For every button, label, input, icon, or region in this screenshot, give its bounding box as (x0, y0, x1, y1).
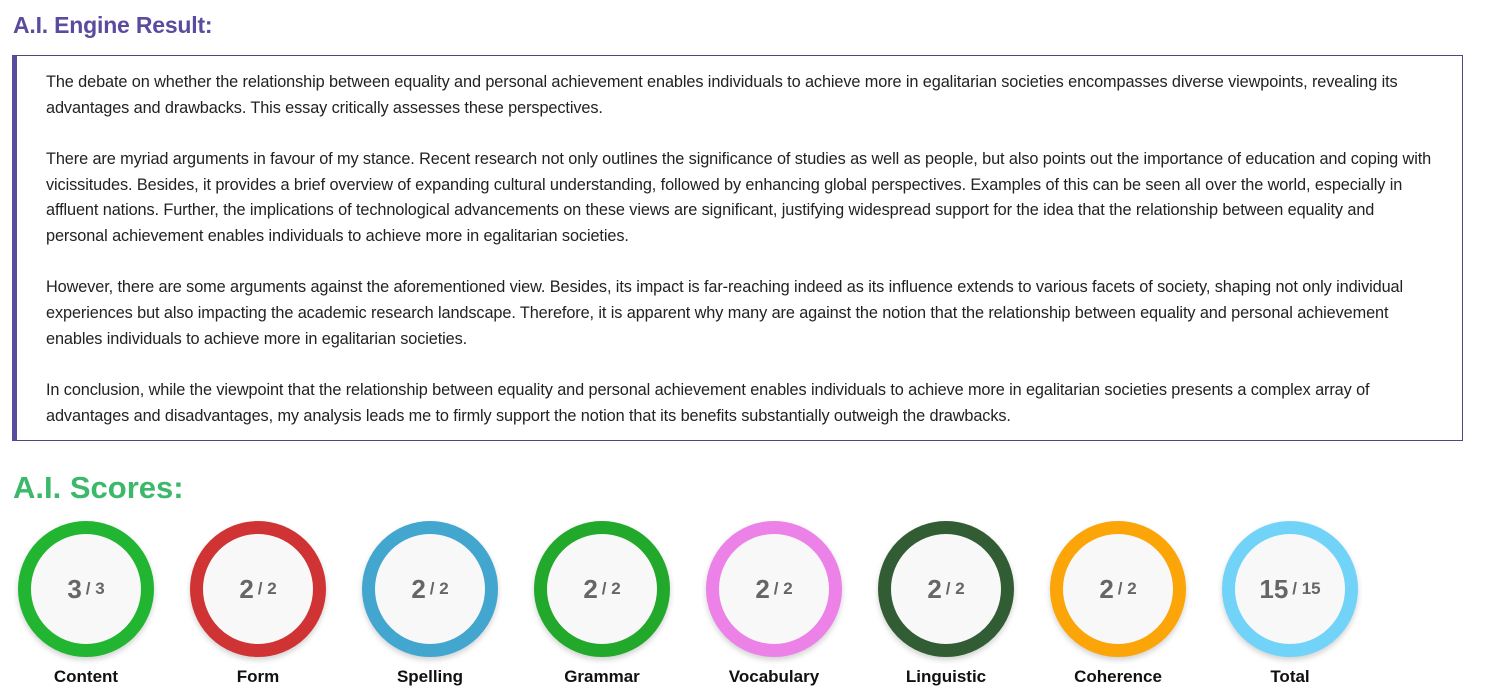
score-coherence: 2/ 2 Coherence (1050, 521, 1186, 687)
score-form: 2/ 2 Form (190, 521, 326, 687)
score-value: 15 (1259, 573, 1289, 604)
score-value: 2 (411, 573, 426, 604)
essay-paragraph: However, there are some arguments agains… (46, 278, 1404, 348)
score-linguistic: 2/ 2 Linguistic (878, 521, 1014, 687)
engine-result-heading: A.I. Engine Result: (13, 12, 213, 38)
score-label: Linguistic (905, 667, 987, 686)
score-value: 2 (755, 573, 770, 604)
score-label: Content (53, 667, 119, 686)
score-value: 2 (583, 573, 598, 604)
score-value: 3 (67, 573, 82, 604)
score-ring: 2/ 2 (1050, 521, 1186, 657)
score-label: Grammar (564, 667, 640, 686)
score-max: / 3 (85, 579, 105, 598)
score-grammar: 2/ 2 Grammar (534, 521, 670, 687)
essay-paragraph: There are myriad arguments in favour of … (46, 149, 1432, 246)
score-max: / 2 (945, 579, 965, 598)
score-max: / 2 (773, 579, 793, 598)
score-value: 2 (1099, 573, 1114, 604)
score-ring: 2/ 2 (878, 521, 1014, 657)
score-value: 2 (239, 573, 254, 604)
score-content: 3/ 3 Content (18, 521, 154, 687)
score-label: Coherence (1074, 667, 1162, 686)
score-ring: 2/ 2 (706, 521, 842, 657)
score-max: / 15 (1292, 579, 1321, 598)
score-ring: 15/ 15 (1222, 521, 1358, 657)
score-max: / 2 (257, 579, 277, 598)
essay-paragraph: The debate on whether the relationship b… (46, 73, 1398, 117)
essay-result-box: The debate on whether the relationship b… (12, 55, 1463, 441)
score-ring: 2/ 2 (534, 521, 670, 657)
score-label: Spelling (396, 667, 464, 686)
score-max: / 2 (429, 579, 449, 598)
score-max: / 2 (1117, 579, 1137, 598)
score-value: 2 (927, 573, 942, 604)
score-ring: 3/ 3 (18, 521, 154, 657)
score-ring: 2/ 2 (190, 521, 326, 657)
scores-row: 3/ 3 Content 2/ 2 Form 2/ 2 Spelling 2/ … (18, 521, 1394, 687)
score-total: 15/ 15 Total (1222, 521, 1358, 687)
score-spelling: 2/ 2 Spelling (362, 521, 498, 687)
score-label: Total (1270, 667, 1310, 686)
score-max: / 2 (601, 579, 621, 598)
score-label: Vocabulary (728, 667, 820, 686)
score-ring: 2/ 2 (362, 521, 498, 657)
score-label: Form (236, 667, 280, 686)
scores-heading: A.I. Scores: (13, 470, 184, 505)
score-vocabulary: 2/ 2 Vocabulary (706, 521, 842, 687)
essay-paragraph: In conclusion, while the viewpoint that … (46, 380, 1370, 425)
